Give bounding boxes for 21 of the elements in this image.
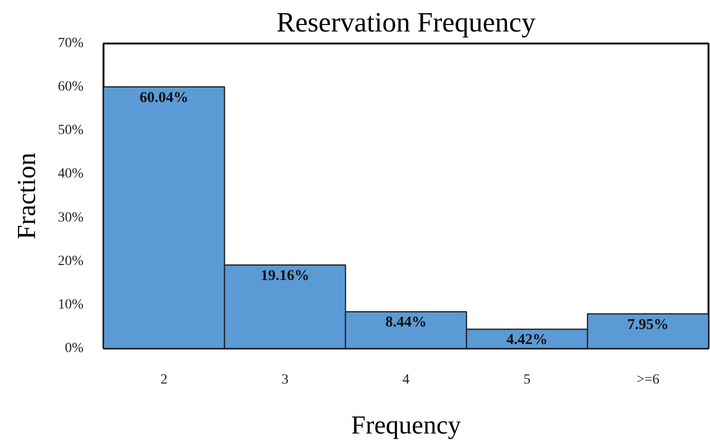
data-label: 7.95% [627, 316, 669, 333]
x-tick-label: 2 [160, 372, 168, 388]
chart-title: Reservation Frequency [276, 8, 536, 38]
x-tick-label: 4 [402, 372, 410, 388]
y-tick-label: 20% [58, 254, 84, 269]
y-tick-label: 40% [58, 166, 84, 182]
x-tick-label: 5 [524, 372, 530, 388]
y-axis-title: Fraction [12, 152, 41, 240]
data-label: 60.04% [140, 90, 188, 106]
y-tick-label: 10% [58, 297, 84, 312]
x-axis-title: Frequency [351, 410, 461, 440]
data-label: 19.16% [260, 268, 310, 284]
y-tick-label: 70% [58, 36, 84, 51]
y-tick-label: 0% [64, 341, 84, 356]
y-tick-label: 50% [58, 123, 84, 138]
y-tick-label: 30% [58, 210, 84, 226]
data-label: 8.44% [385, 314, 427, 331]
x-tick-label: >=6 [636, 372, 660, 388]
x-tick-label: 3 [282, 372, 288, 388]
data-label: 4.42% [506, 332, 548, 348]
y-tick-label: 60% [58, 80, 84, 95]
